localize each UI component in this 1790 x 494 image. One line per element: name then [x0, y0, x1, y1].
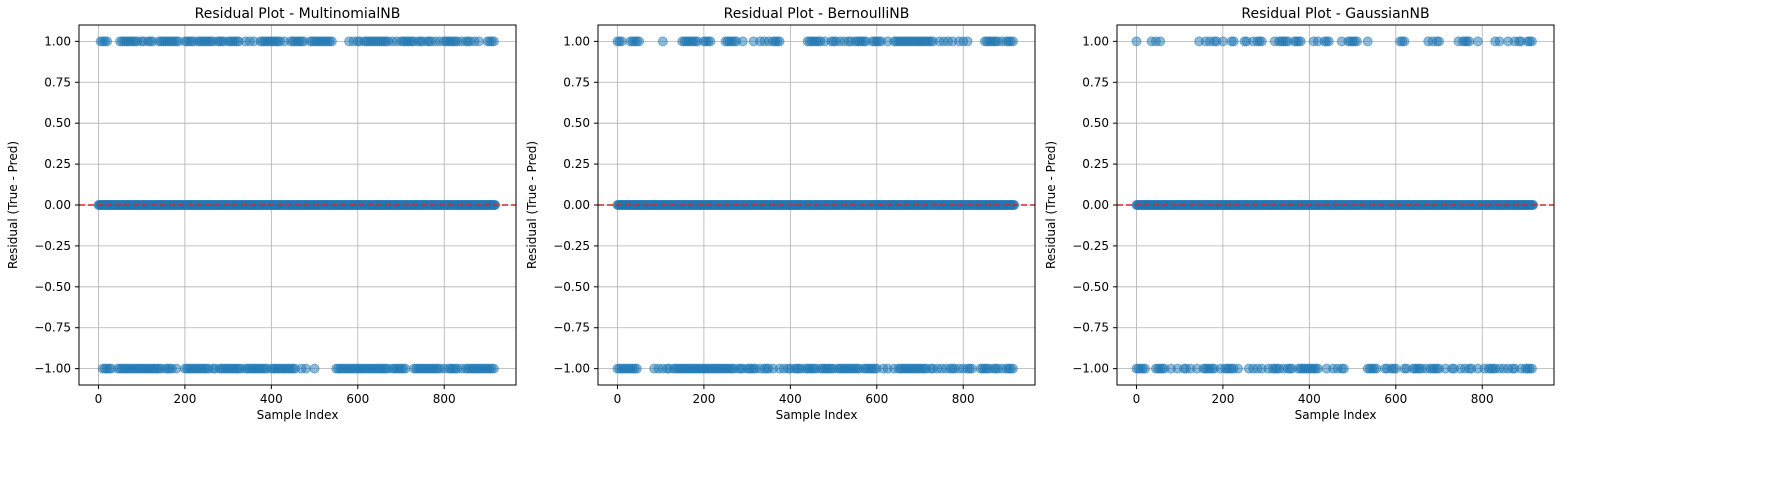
- data-point: [488, 36, 499, 47]
- chart-title: Residual Plot - MultinomialNB: [195, 6, 401, 22]
- data-point: [1217, 36, 1228, 47]
- x-tick-label: 400: [1298, 392, 1321, 406]
- data-point: [1362, 36, 1373, 47]
- y-tick-label: 0.50: [44, 116, 71, 130]
- data-point: [1526, 36, 1537, 47]
- y-tick-label: 1.00: [563, 34, 590, 48]
- data-point: [102, 36, 113, 47]
- x-axis-label: Sample Index: [257, 408, 339, 422]
- data-point: [1351, 36, 1362, 47]
- data-point: [1233, 363, 1244, 374]
- data-point: [488, 363, 499, 374]
- y-tick-label: 1.00: [44, 34, 71, 48]
- data-point: [1338, 363, 1349, 374]
- data-point: [309, 363, 320, 374]
- y-tick-label: −0.75: [553, 321, 590, 335]
- data-point: [400, 363, 411, 374]
- x-tick-label: 0: [614, 392, 622, 406]
- x-axis-label: Sample Index: [1295, 408, 1377, 422]
- data-point: [1434, 36, 1445, 47]
- subplot-3: 0 200 400 600 800 −1.00 −0.75 −0.50 −0.25 0.00 0.2…: [1044, 6, 1555, 422]
- y-tick-label: −0.50: [34, 280, 71, 294]
- chart-title: Residual Plot - BernoulliNB: [724, 6, 910, 22]
- data-point: [966, 363, 977, 374]
- data-point: [1312, 363, 1323, 374]
- data-point: [300, 363, 311, 374]
- data-point: [1228, 36, 1239, 47]
- data-point: [1526, 363, 1537, 374]
- data-point: [1007, 363, 1018, 374]
- y-tick-label: 0.50: [1082, 116, 1109, 130]
- chart-title: Residual Plot - GaussianNB: [1241, 6, 1429, 22]
- x-tick-label: 0: [1133, 392, 1141, 406]
- y-tick-label: 0.75: [563, 75, 590, 89]
- y-tick-label: 1.00: [1082, 34, 1109, 48]
- y-axis-label: Residual (True - Pred): [1044, 141, 1058, 269]
- y-tick-label: 0.25: [44, 157, 71, 171]
- data-point: [634, 36, 645, 47]
- y-tick-label: −1.00: [553, 362, 590, 376]
- data-point: [1140, 363, 1151, 374]
- y-tick-label: 0.00: [1082, 198, 1109, 212]
- x-tick-label: 800: [952, 392, 975, 406]
- y-tick-label: 0.25: [1082, 157, 1109, 171]
- data-point: [1131, 36, 1142, 47]
- y-axis-label: Residual (True - Pred): [525, 141, 539, 269]
- x-tick-label: 200: [692, 392, 715, 406]
- data-point: [1256, 36, 1267, 47]
- y-tick-label: −0.25: [34, 239, 71, 253]
- x-tick-label: 600: [1384, 392, 1407, 406]
- data-point: [1295, 36, 1306, 47]
- data-point: [962, 36, 973, 47]
- data-point: [616, 36, 627, 47]
- y-tick-label: −0.50: [1072, 280, 1109, 294]
- subplot-2: 0 200 400 600 800 −1.00 −0.75 −0.50 −0.25 0.00 0.2…: [525, 6, 1036, 422]
- y-axis-label: Residual (True - Pred): [6, 141, 20, 269]
- data-point: [1323, 36, 1334, 47]
- y-tick-label: 0.00: [44, 198, 71, 212]
- x-tick-label: 800: [1471, 392, 1494, 406]
- x-tick-label: 200: [173, 392, 196, 406]
- y-tick-label: 0.00: [563, 198, 590, 212]
- data-point: [1472, 36, 1483, 47]
- y-tick-label: 0.25: [563, 157, 590, 171]
- data-point: [1371, 363, 1382, 374]
- x-tick-label: 400: [779, 392, 802, 406]
- y-tick-label: −1.00: [1072, 362, 1109, 376]
- x-tick-label: 200: [1211, 392, 1234, 406]
- data-point: [1464, 36, 1475, 47]
- data-point: [774, 36, 785, 47]
- x-axis-label: Sample Index: [776, 408, 858, 422]
- data-point: [631, 363, 642, 374]
- data-point: [171, 363, 182, 374]
- subplot-1: 0 200 400 600 800 −1.00 −0.75 −0.50 −0.25 0.00 0.2…: [6, 6, 517, 422]
- data-point: [473, 36, 484, 47]
- y-tick-label: 0.75: [1082, 75, 1109, 89]
- y-tick-label: 0.50: [563, 116, 590, 130]
- data-point: [657, 36, 668, 47]
- y-tick-label: −1.00: [34, 362, 71, 376]
- y-tick-label: 0.75: [44, 75, 71, 89]
- data-point: [326, 36, 337, 47]
- y-tick-label: −0.25: [1072, 239, 1109, 253]
- x-tick-label: 0: [95, 392, 103, 406]
- data-point: [705, 36, 716, 47]
- y-tick-label: −0.75: [34, 321, 71, 335]
- data-point: [737, 36, 748, 47]
- y-tick-label: −0.75: [1072, 321, 1109, 335]
- x-tick-label: 400: [260, 392, 283, 406]
- x-tick-label: 800: [433, 392, 456, 406]
- data-point: [1155, 36, 1166, 47]
- x-tick-label: 600: [346, 392, 369, 406]
- y-tick-label: −0.50: [553, 280, 590, 294]
- data-point: [1007, 36, 1018, 47]
- data-point: [1494, 36, 1505, 47]
- data-point: [1399, 36, 1410, 47]
- x-tick-label: 600: [865, 392, 888, 406]
- y-tick-label: −0.25: [553, 239, 590, 253]
- data-point: [1390, 363, 1401, 374]
